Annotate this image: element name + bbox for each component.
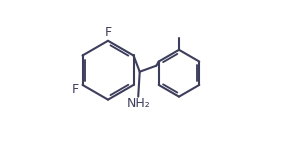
Text: F: F [72,83,79,96]
Text: NH₂: NH₂ [126,97,150,110]
Text: F: F [104,26,112,39]
